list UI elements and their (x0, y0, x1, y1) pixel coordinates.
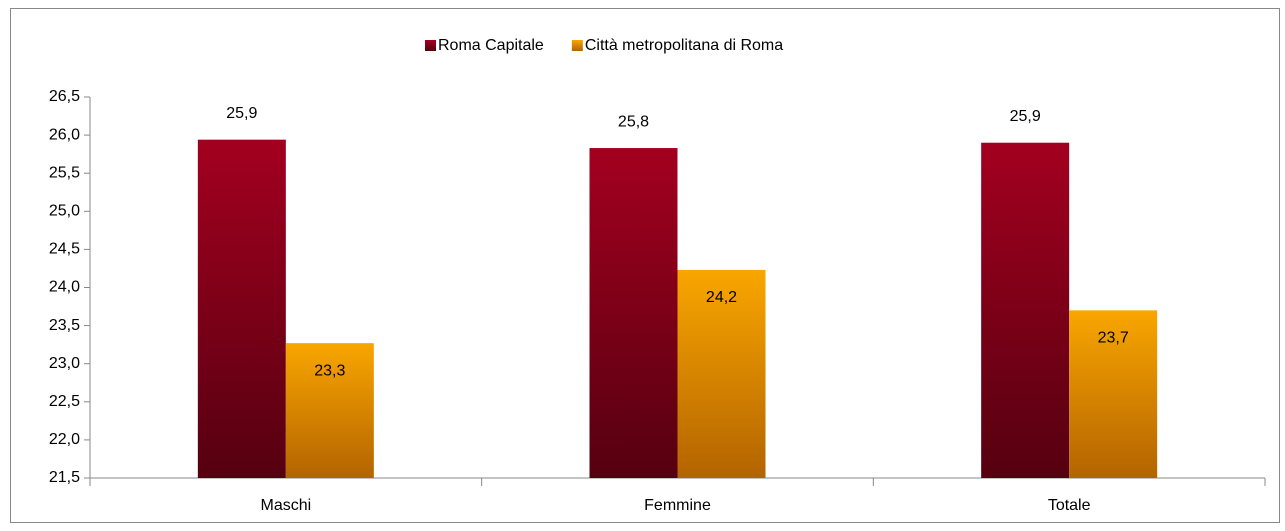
y-tick-label: 23,0 (49, 355, 80, 372)
x-tick-label: Totale (1048, 497, 1091, 514)
y-tick-label: 21,5 (49, 469, 80, 486)
legend-swatch (571, 40, 583, 51)
data-label: 23,3 (314, 362, 345, 379)
y-tick-label: 25,5 (49, 164, 80, 181)
y-tick-label: 22,5 (49, 393, 80, 410)
bar (285, 343, 374, 478)
y-tick-label: 25,0 (49, 203, 80, 220)
y-tick-label: 24,5 (49, 241, 80, 258)
bar (1069, 310, 1158, 478)
legend-label: Roma Capitale (438, 37, 544, 54)
legend-swatch (425, 40, 436, 51)
bar (981, 142, 1070, 478)
x-tick-label: Maschi (260, 497, 311, 514)
bar (197, 139, 286, 478)
data-label: 23,7 (1098, 330, 1129, 347)
legend-label: Città metropolitana di Roma (585, 37, 783, 54)
data-label: 25,9 (226, 105, 257, 122)
data-label: 24,2 (706, 289, 737, 306)
data-label: 25,8 (618, 113, 649, 130)
bar (677, 269, 766, 478)
y-tick-label: 24,0 (49, 279, 80, 296)
x-tick-label: Femmine (644, 497, 711, 514)
data-label: 25,9 (1010, 108, 1041, 125)
y-tick-label: 23,5 (49, 317, 80, 334)
y-tick-label: 22,0 (49, 431, 80, 448)
bar (589, 148, 678, 478)
y-tick-label: 26,5 (49, 88, 80, 105)
y-tick-label: 26,0 (49, 126, 80, 143)
